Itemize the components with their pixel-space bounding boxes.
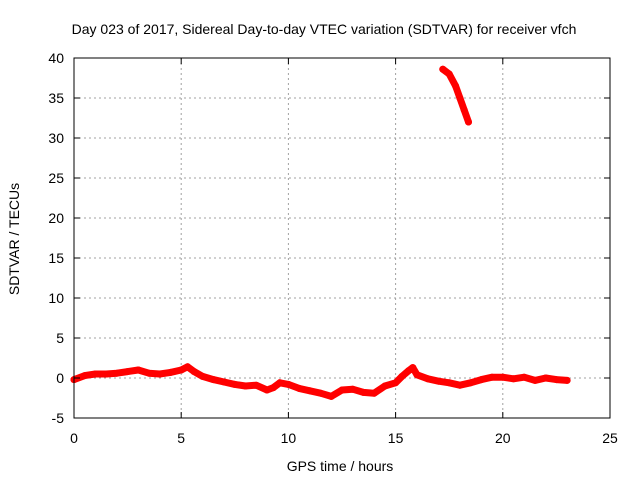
data-point — [276, 379, 284, 387]
data-point — [199, 372, 207, 380]
data-point — [456, 94, 464, 102]
plot-frame — [73, 57, 611, 419]
data-point — [134, 366, 142, 374]
data-point — [563, 376, 571, 384]
data-point — [477, 376, 485, 384]
data-point — [542, 374, 550, 382]
data-point — [381, 382, 389, 390]
data-point — [113, 369, 121, 377]
data-point — [306, 387, 314, 395]
data-point — [167, 368, 174, 376]
y-tick-label: 15 — [48, 250, 64, 266]
data-point — [91, 370, 99, 378]
y-tick-label: 0 — [56, 370, 64, 386]
data-point — [499, 373, 507, 381]
data-point — [456, 381, 464, 389]
data-point — [520, 373, 528, 381]
data-point — [145, 369, 153, 377]
data-point — [460, 106, 468, 114]
data-point — [295, 384, 303, 392]
data-point — [409, 364, 417, 372]
data-point — [467, 379, 475, 387]
data-point — [209, 376, 217, 384]
data-point — [445, 379, 453, 387]
chart-title: Day 023 of 2017, Sidereal Day-to-day VTE… — [72, 21, 577, 37]
x-tick-label: 5 — [177, 430, 185, 446]
data-point — [220, 378, 228, 386]
x-tick-label: 25 — [602, 430, 618, 446]
data-point — [392, 379, 400, 387]
data-point — [327, 392, 335, 400]
data-point — [252, 381, 260, 389]
data-point — [284, 380, 292, 388]
x-tick-label: 15 — [388, 430, 404, 446]
data-point — [398, 372, 406, 380]
x-tick-label: 10 — [281, 430, 297, 446]
x-axis-label: GPS time / hours — [287, 458, 394, 474]
data-point — [424, 375, 432, 383]
data-point — [552, 376, 560, 384]
data-point — [317, 389, 325, 397]
data-point — [413, 371, 421, 379]
tick-layer: 0 5 10 15 20 25 -5 0 5 10 15 20 25 30 35 40 — [48, 50, 618, 446]
data-point — [445, 70, 453, 78]
data-point — [465, 118, 472, 126]
y-axis-label: SDTVAR / TECUs — [6, 183, 22, 295]
x-tick-label: 20 — [495, 430, 511, 446]
data-point — [531, 376, 539, 384]
y-tick-label: 35 — [48, 90, 64, 106]
y-tick-label: 10 — [48, 290, 64, 306]
y-tick-label: 25 — [48, 170, 64, 186]
y-tick-label: 20 — [48, 210, 64, 226]
data-point — [242, 382, 249, 390]
data-point — [184, 363, 192, 371]
data-point — [435, 377, 442, 385]
data-point — [177, 366, 185, 374]
y-tick-label: 40 — [48, 50, 64, 66]
data-point — [124, 368, 132, 376]
y-tick-label: -5 — [52, 410, 65, 426]
y-tick-label: 30 — [48, 130, 64, 146]
series-layer — [70, 65, 571, 400]
data-point — [370, 389, 378, 397]
data-point — [349, 385, 357, 393]
data-point — [452, 82, 460, 90]
data-point — [156, 370, 164, 378]
data-point — [231, 380, 239, 388]
data-point — [81, 372, 89, 380]
x-tick-label: 0 — [70, 430, 78, 446]
data-point — [269, 384, 277, 392]
y-tick-label: 5 — [56, 330, 64, 346]
data-point — [359, 388, 367, 396]
data-point — [510, 375, 517, 383]
data-point — [439, 65, 447, 73]
data-point — [488, 373, 496, 381]
data-point — [102, 370, 110, 378]
data-point — [190, 368, 198, 376]
data-point — [263, 386, 271, 394]
data-point — [338, 386, 346, 394]
